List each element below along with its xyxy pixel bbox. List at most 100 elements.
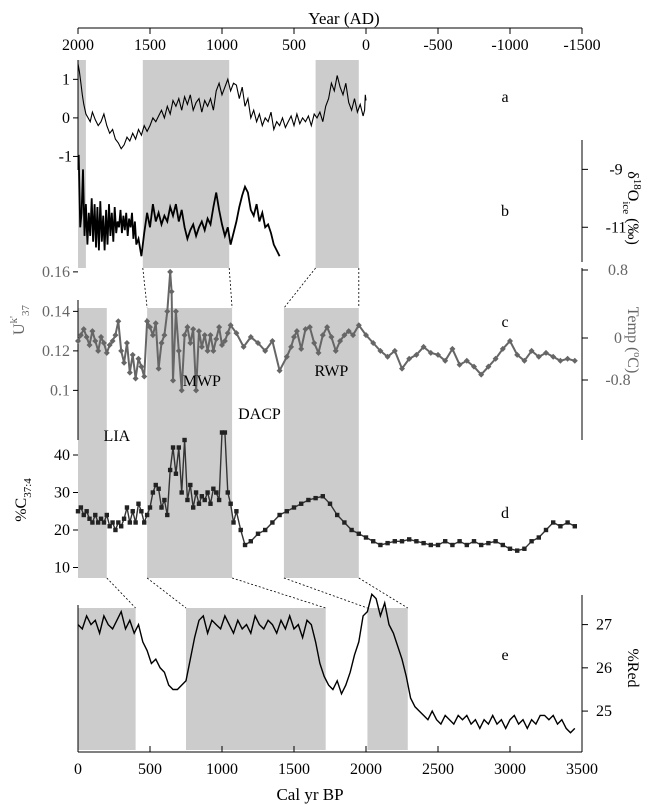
point-c xyxy=(449,345,456,352)
point-d xyxy=(291,505,297,510)
point-d xyxy=(407,537,412,542)
point-d xyxy=(306,497,311,503)
point-c xyxy=(507,338,513,344)
point-d xyxy=(299,501,304,506)
point-c xyxy=(355,322,362,329)
point-d xyxy=(529,539,534,544)
point-c xyxy=(181,332,188,339)
point-c xyxy=(77,332,84,339)
point-c xyxy=(485,363,492,370)
point-d xyxy=(84,509,89,514)
point-c xyxy=(384,353,391,360)
point-c xyxy=(399,365,405,372)
period-connectors xyxy=(106,267,408,609)
point-c xyxy=(328,334,335,341)
point-c xyxy=(521,357,528,364)
point-c xyxy=(345,328,352,335)
point-c xyxy=(306,324,313,331)
point-c xyxy=(100,339,107,346)
point-c xyxy=(276,367,283,374)
point-c xyxy=(535,353,542,360)
point-d xyxy=(104,512,109,518)
shade-ab-2 xyxy=(315,60,359,268)
right-title-c: Temp (oC) xyxy=(624,307,642,374)
connector-2 xyxy=(283,267,316,309)
panel-label-a: a xyxy=(501,89,508,106)
left-tick-label-d: 40 xyxy=(54,447,70,464)
point-d xyxy=(193,490,199,495)
point-d xyxy=(479,542,484,548)
point-c xyxy=(528,347,535,354)
point-c xyxy=(233,330,240,337)
point-d xyxy=(536,535,541,540)
bottom-tick-label: 0 xyxy=(74,761,82,778)
connector-5 xyxy=(146,577,187,609)
point-c xyxy=(98,334,105,341)
point-d xyxy=(363,535,369,540)
point-c xyxy=(420,343,427,350)
point-d xyxy=(208,501,213,506)
point-d xyxy=(277,512,282,518)
y-title-b-part: (‰) xyxy=(624,214,641,245)
point-c xyxy=(293,328,300,335)
point-c xyxy=(302,326,309,333)
point-c xyxy=(499,345,506,352)
point-c xyxy=(172,308,179,315)
connector-4 xyxy=(106,577,136,609)
left-tick-label-d: 10 xyxy=(54,560,70,577)
panel-label-b: b xyxy=(501,203,509,220)
bottom-tick-label: 2500 xyxy=(422,761,454,778)
right-tick-label-c: -0.8 xyxy=(605,372,630,389)
point-c xyxy=(413,351,420,358)
shade-cd-2 xyxy=(283,308,359,578)
point-d xyxy=(378,542,383,548)
point-c xyxy=(103,349,110,356)
point-c xyxy=(80,326,87,333)
left-tick-label-d: 20 xyxy=(54,522,70,539)
point-c xyxy=(178,387,185,394)
point-c xyxy=(147,324,153,331)
left-tick-label-c: 0.16 xyxy=(42,264,70,281)
point-c xyxy=(492,355,499,362)
bottom-tick-label: 3000 xyxy=(494,761,526,778)
point-d xyxy=(515,548,520,553)
point-c xyxy=(204,347,211,354)
point-c xyxy=(149,332,156,339)
panel-label-c: c xyxy=(501,314,508,331)
point-c xyxy=(109,338,116,344)
point-c xyxy=(350,332,357,339)
point-c xyxy=(193,387,200,394)
point-d xyxy=(428,542,433,548)
point-d xyxy=(216,497,222,503)
point-c xyxy=(514,351,521,358)
period-label-dacp: DACP xyxy=(238,406,281,423)
point-d xyxy=(199,494,205,499)
point-d xyxy=(565,520,570,525)
series-line-b xyxy=(77,154,281,257)
y-title-b-part: ice xyxy=(620,201,632,214)
point-d xyxy=(435,542,441,548)
point-c xyxy=(288,343,295,350)
period-label-mwp: MWP xyxy=(183,373,221,390)
point-d xyxy=(464,542,469,548)
point-c xyxy=(543,349,549,356)
point-d xyxy=(551,520,556,525)
point-d xyxy=(543,527,549,533)
point-d xyxy=(500,542,505,548)
top-tick-label: 2000 xyxy=(62,37,94,54)
y-title-d-part: 37:4 xyxy=(22,478,34,498)
bottom-tick-label: 500 xyxy=(138,761,162,778)
point-d xyxy=(313,495,318,501)
point-d xyxy=(238,527,243,533)
point-c xyxy=(175,347,182,354)
point-c xyxy=(442,357,449,364)
point-c xyxy=(195,328,202,335)
point-d xyxy=(87,516,92,521)
point-d xyxy=(162,497,167,503)
point-c xyxy=(319,332,326,339)
left-tick-label-c: 0.1 xyxy=(50,382,70,399)
point-d xyxy=(142,520,147,525)
point-c xyxy=(315,349,322,356)
